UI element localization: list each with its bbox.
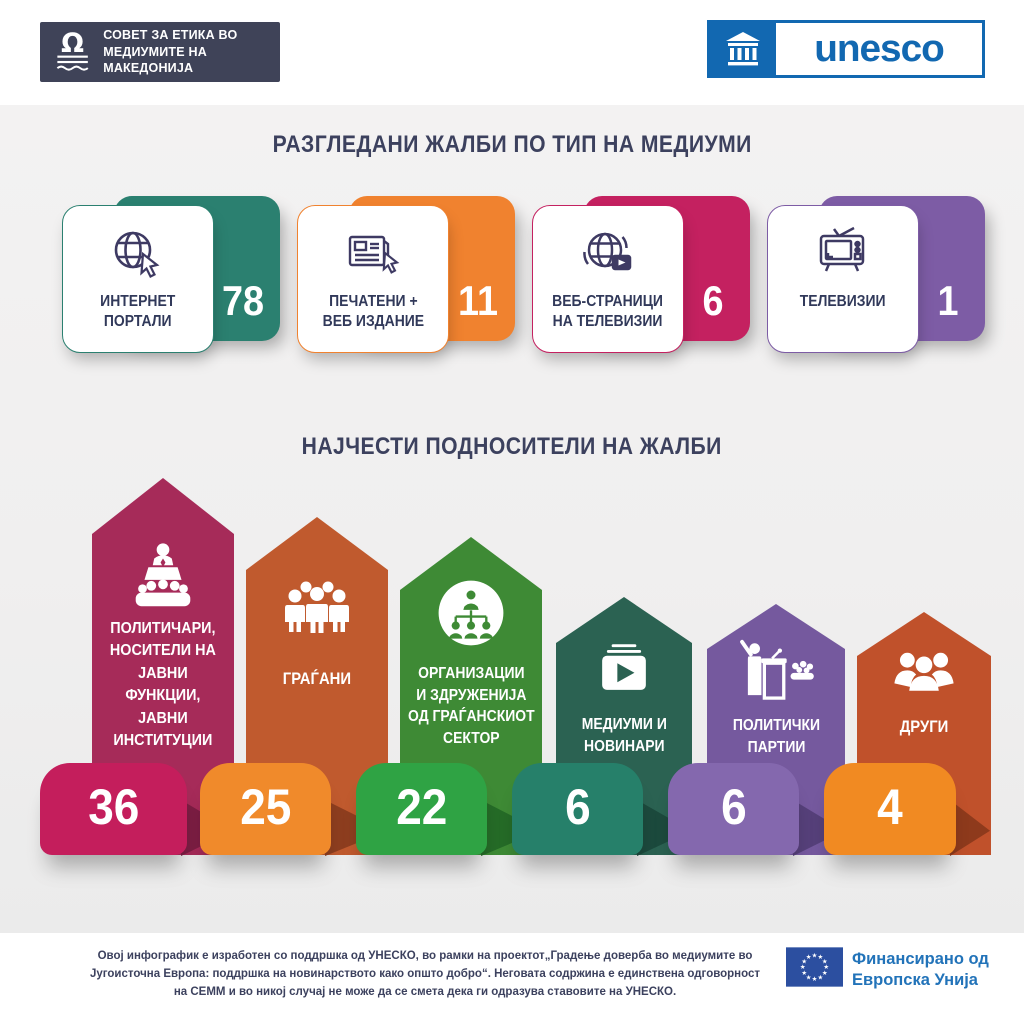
value-base-media: 6 xyxy=(512,763,643,855)
pillar-label: ПОЛИТИЧАРИ, НОСИТЕЛИ НА ЈАВНИ ФУНКЦИИ, Ј… xyxy=(109,620,217,749)
card-label: ВЕБ-СТРАНИЦИ НА ТЕЛЕВИЗИИ xyxy=(552,293,664,331)
pillar-content: ОРГАНИЗАЦИИ И ЗДРУЖЕНИЈА ОД ГРАЃАНСКИОТ … xyxy=(400,537,542,855)
eu-flag: ★ ★ ★ ★ ★ ★ ★ ★ ★ ★ ★ ★ xyxy=(786,947,843,987)
value-base-citizens: 25 xyxy=(200,763,331,855)
newspaper-cursor-icon xyxy=(348,235,400,274)
pillar-content: ДРУГИ xyxy=(857,612,991,855)
semm-logo-text: СОВЕТ ЗА ЕТИКА ВО МЕДИУМИТЕ НА МАКЕДОНИЈ… xyxy=(103,27,280,78)
citizens-icon xyxy=(285,581,349,633)
pillar-label: ОРГАНИЗАЦИИ И ЗДРУЖЕНИЈА ОД ГРАЃАНСКИОТ … xyxy=(407,665,535,748)
semm-logo-line1: СОВЕТ ЗА ЕТИКА ВО xyxy=(103,27,238,42)
pillar-content: ГРАЃАНИ xyxy=(246,517,388,855)
value-base-others: 4 xyxy=(824,763,956,855)
card-tv-websites: 6 ВЕБ-СТРАНИЦИ НА ТЕЛЕВИЗИИ xyxy=(532,196,750,356)
card-face: ТЕЛЕВИЗИИ xyxy=(767,205,919,353)
pillar-content: ПОЛИТИЧАРИ, НОСИТЕЛИ НА ЈАВНИ ФУНКЦИИ, Ј… xyxy=(92,478,234,855)
unesco-wordmark: unesco xyxy=(814,27,945,70)
card-label: ИНТЕРНЕТ ПОРТАЛИ xyxy=(100,293,176,331)
card-value: 11 xyxy=(458,277,498,324)
section1-title: РАЗГЛЕДАНИ ЖАЛБИ ПО ТИП НА МЕДИУМИ xyxy=(0,131,1024,159)
card-value: 6 xyxy=(702,277,724,324)
card-internet-portals: 78 ИНТЕРНЕТ ПОРТАЛИ xyxy=(62,196,280,356)
value-base-politicians: 36 xyxy=(40,763,187,855)
semm-logo-line2: МЕДИУМИТЕ НА МАКЕДОНИЈА xyxy=(103,44,207,76)
pillar-label: ПОЛИТИЧКИ ПАРТИИ xyxy=(732,717,820,756)
unesco-logo: unesco xyxy=(707,20,985,78)
group-icon xyxy=(894,652,954,691)
pillar-label: ДРУГИ xyxy=(899,718,949,736)
unesco-temple-square xyxy=(710,23,776,75)
svg-text:★: ★ xyxy=(812,951,818,959)
media-play-icon xyxy=(602,644,646,690)
svg-text:★: ★ xyxy=(818,973,824,981)
svg-text:★: ★ xyxy=(801,969,807,977)
politician-podium-icon xyxy=(135,543,191,607)
value-base-organizations: 22 xyxy=(356,763,487,855)
unesco-temple-icon xyxy=(726,32,760,66)
svg-text:★: ★ xyxy=(823,963,829,971)
svg-text:★: ★ xyxy=(806,953,812,961)
pillar-value: 36 xyxy=(87,779,140,835)
pillar-value: 6 xyxy=(564,779,591,835)
organization-chart-icon xyxy=(438,580,504,646)
svg-text:★: ★ xyxy=(822,969,828,977)
value-base-parties: 6 xyxy=(668,763,799,855)
card-value: 78 xyxy=(221,277,265,324)
svg-text:★: ★ xyxy=(822,957,828,965)
eu-flag-icon: ★ ★ ★★ ★★ ★★ ★★ ★★ xyxy=(786,947,843,987)
tv-icon xyxy=(819,226,865,272)
pillar-label: МЕДИУМИ И НОВИНАРИ xyxy=(581,716,667,755)
card-label: ТЕЛЕВИЗИИ xyxy=(800,293,886,310)
pillar-value: 6 xyxy=(720,779,747,835)
card-print-web: 11 ПЕЧАТЕНИ + ВЕБ ИЗДАНИЕ xyxy=(297,196,515,356)
card-face: ИНТЕРНЕТ ПОРТАЛИ xyxy=(62,205,214,353)
section2-title-text: НАЈЧЕСТИ ПОДНОСИТЕЛИ НА ЖАЛБИ xyxy=(301,433,723,460)
pillar-content: ПОЛИТИЧКИ ПАРТИИ xyxy=(707,604,845,855)
pillar-value: 22 xyxy=(395,779,448,835)
section2-title: НАЈЧЕСТИ ПОДНОСИТЕЛИ НА ЖАЛБИ xyxy=(0,433,1024,461)
card-label: ПЕЧАТЕНИ + ВЕБ ИЗДАНИЕ xyxy=(322,293,424,331)
globe-play-icon xyxy=(583,232,632,271)
card-face: ВЕБ-СТРАНИЦИ НА ТЕЛЕВИЗИИ xyxy=(532,205,684,353)
svg-text:★: ★ xyxy=(812,975,818,983)
globe-cursor-icon xyxy=(114,231,160,278)
svg-text:Ω: Ω xyxy=(61,28,84,59)
eu-funding-text: Финансирано од Европска Унија xyxy=(852,950,989,990)
svg-text:★: ★ xyxy=(818,953,824,961)
card-televisions: 1 ТЕЛЕВИЗИИ xyxy=(767,196,985,356)
party-speaker-icon xyxy=(740,639,814,700)
pillar-label: ГРАЃАНИ xyxy=(282,670,352,688)
pillar-value: 25 xyxy=(239,779,292,835)
svg-text:★: ★ xyxy=(800,963,806,971)
footer-disclaimer: Овој инфографик е изработен со поддршка … xyxy=(89,950,761,998)
pillar-value: 4 xyxy=(877,779,903,835)
semm-logo: Ω СОВЕТ ЗА ЕТИКА ВО МЕДИУМИТЕ НА МАКЕДОН… xyxy=(40,22,280,82)
card-value: 1 xyxy=(937,277,959,324)
section1-title-text: РАЗГЛЕДАНИ ЖАЛБИ ПО ТИП НА МЕДИУМИ xyxy=(272,131,752,158)
pillar-content: МЕДИУМИ И НОВИНАРИ xyxy=(556,597,692,855)
scales-omega-icon: Ω xyxy=(56,28,89,71)
card-face: ПЕЧАТЕНИ + ВЕБ ИЗДАНИЕ xyxy=(297,205,449,353)
svg-text:★: ★ xyxy=(801,957,807,965)
svg-text:★: ★ xyxy=(806,973,812,981)
